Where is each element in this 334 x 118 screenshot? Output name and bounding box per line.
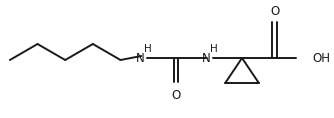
Text: H: H — [210, 44, 218, 54]
Text: O: O — [171, 89, 180, 102]
Text: N: N — [136, 51, 145, 65]
Text: N: N — [202, 51, 211, 65]
Text: O: O — [270, 5, 279, 18]
Text: H: H — [144, 44, 152, 54]
Text: OH: OH — [312, 51, 330, 65]
